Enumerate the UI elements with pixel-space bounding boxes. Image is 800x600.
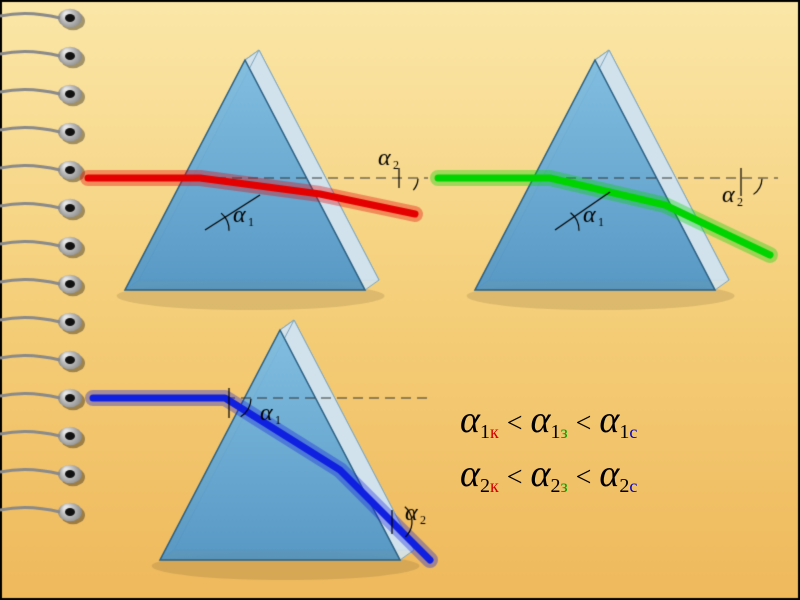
formula-alpha1-inequality: α1к<α1з<α1с (460, 398, 637, 442)
formula-alpha2-inequality: α2к<α2з<α2с (460, 452, 637, 496)
physics-diagram-canvas (0, 0, 800, 600)
